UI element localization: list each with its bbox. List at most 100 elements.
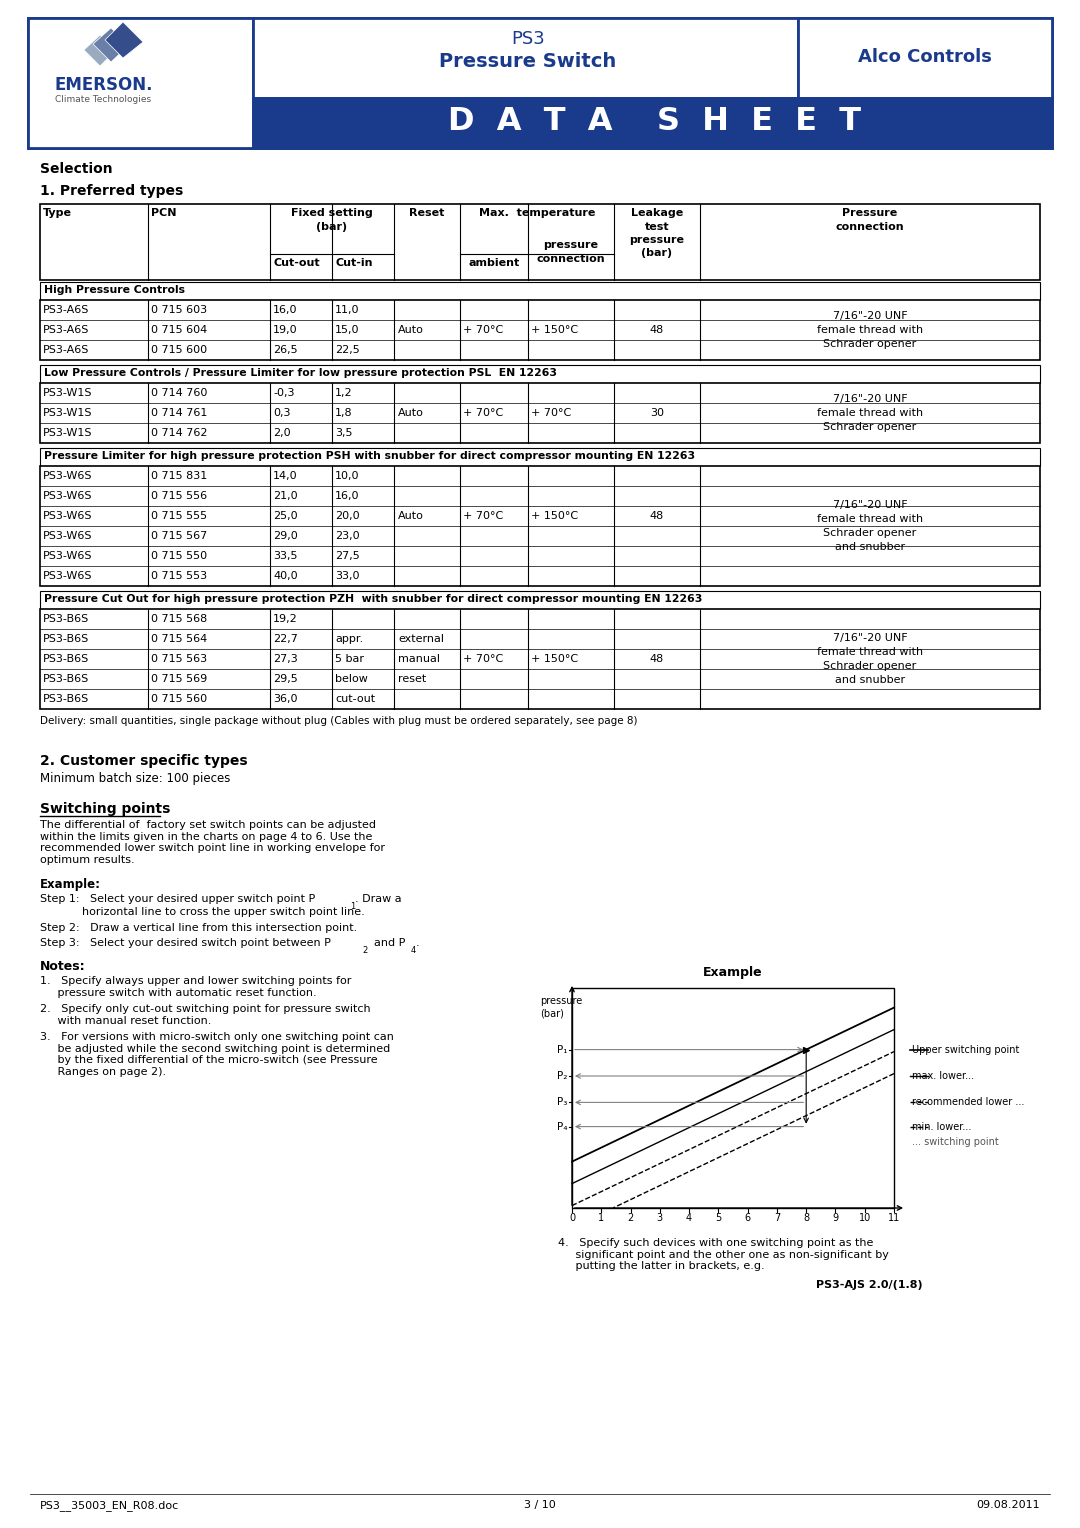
Bar — [572, 989, 894, 1209]
Text: 11,0: 11,0 — [335, 306, 360, 315]
Text: + 150°C: + 150°C — [531, 325, 578, 335]
Text: PS3-W1S: PS3-W1S — [43, 428, 93, 439]
Text: 7/16"-20 UNF: 7/16"-20 UNF — [833, 394, 907, 403]
Text: 0 715 553: 0 715 553 — [151, 571, 207, 581]
Text: 0 715 560: 0 715 560 — [151, 694, 207, 704]
Text: 29,0: 29,0 — [273, 532, 298, 541]
Text: 3: 3 — [657, 1213, 663, 1222]
Text: 0 715 603: 0 715 603 — [151, 306, 207, 315]
Text: + 150°C: + 150°C — [531, 654, 578, 665]
Text: 0: 0 — [569, 1213, 575, 1222]
Text: female thread with: female thread with — [816, 325, 923, 335]
Text: + 70°C: + 70°C — [463, 325, 503, 335]
Text: Delivery: small quantities, single package without plug (Cables with plug must b: Delivery: small quantities, single packa… — [40, 717, 637, 726]
Text: 22,5: 22,5 — [335, 345, 360, 354]
Text: 11: 11 — [888, 1213, 900, 1222]
Text: P₃: P₃ — [556, 1097, 567, 1108]
Text: and snubber: and snubber — [835, 675, 905, 685]
Text: 1. Preferred types: 1. Preferred types — [40, 183, 184, 199]
Text: PS3-A6S: PS3-A6S — [43, 325, 90, 335]
Text: 0 715 555: 0 715 555 — [151, 510, 207, 521]
Bar — [40, 299, 1040, 361]
Text: + 70°C: + 70°C — [531, 408, 571, 419]
Text: PS3: PS3 — [511, 31, 545, 47]
Text: 0 715 567: 0 715 567 — [151, 532, 207, 541]
Text: PS3-W6S: PS3-W6S — [43, 471, 93, 481]
Text: -0,3: -0,3 — [273, 388, 295, 397]
Text: 6: 6 — [744, 1213, 751, 1222]
Text: 30: 30 — [650, 408, 664, 419]
Text: 09.08.2011: 09.08.2011 — [976, 1500, 1040, 1510]
Bar — [40, 610, 1040, 709]
Text: + 70°C: + 70°C — [463, 408, 503, 419]
Text: . Draw a: . Draw a — [355, 894, 402, 905]
Text: connection: connection — [537, 254, 605, 264]
Text: Leakage: Leakage — [631, 208, 684, 219]
Text: PS3-W6S: PS3-W6S — [43, 490, 93, 501]
Text: 0 715 568: 0 715 568 — [151, 614, 207, 623]
Text: 7/16"-20 UNF: 7/16"-20 UNF — [833, 500, 907, 510]
Text: female thread with: female thread with — [816, 513, 923, 524]
Text: Climate Technologies: Climate Technologies — [55, 95, 151, 104]
Text: 19,0: 19,0 — [273, 325, 298, 335]
Text: Cut-in: Cut-in — [335, 258, 373, 267]
Text: 0 714 762: 0 714 762 — [151, 428, 207, 439]
Text: 1.   Specify always upper and lower switching points for
     pressure switch wi: 1. Specify always upper and lower switch… — [40, 976, 351, 998]
Text: manual: manual — [399, 654, 440, 665]
Text: external: external — [399, 634, 444, 643]
Text: 2: 2 — [362, 946, 367, 955]
Text: P₂: P₂ — [556, 1071, 567, 1080]
Text: max. lower...: max. lower... — [912, 1071, 974, 1080]
Text: test: test — [645, 222, 670, 232]
Text: Pressure: Pressure — [842, 208, 897, 219]
Text: PS3-W6S: PS3-W6S — [43, 571, 93, 581]
Text: 16,0: 16,0 — [335, 490, 360, 501]
Text: 26,5: 26,5 — [273, 345, 298, 354]
Text: ambient: ambient — [469, 258, 519, 267]
Text: PS3-W6S: PS3-W6S — [43, 552, 93, 561]
Text: female thread with: female thread with — [816, 646, 923, 657]
Text: 21,0: 21,0 — [273, 490, 298, 501]
Text: ... switching point: ... switching point — [912, 1137, 999, 1146]
Text: 2. Customer specific types: 2. Customer specific types — [40, 753, 247, 769]
Text: 33,0: 33,0 — [335, 571, 360, 581]
Text: below: below — [335, 674, 368, 685]
Text: 1: 1 — [350, 902, 355, 911]
Text: EMERSON.: EMERSON. — [55, 76, 153, 95]
Text: 36,0: 36,0 — [273, 694, 297, 704]
Text: Example:: Example: — [40, 879, 102, 891]
Text: 15,0: 15,0 — [335, 325, 360, 335]
Bar — [28, 18, 1052, 148]
Text: P₄: P₄ — [556, 1122, 567, 1132]
Text: and P: and P — [367, 938, 405, 947]
Text: PS3-W1S: PS3-W1S — [43, 408, 93, 419]
Text: PS3-A6S: PS3-A6S — [43, 345, 90, 354]
Text: appr.: appr. — [335, 634, 363, 643]
Text: 22,7: 22,7 — [273, 634, 298, 643]
Text: 2: 2 — [627, 1213, 634, 1222]
Text: min. lower...: min. lower... — [912, 1122, 971, 1132]
Text: Step 3:   Select your desired switch point between P: Step 3: Select your desired switch point… — [40, 938, 330, 947]
Text: Schrader opener: Schrader opener — [823, 662, 917, 671]
Text: Step 2:   Draw a vertical line from this intersection point.: Step 2: Draw a vertical line from this i… — [40, 923, 357, 934]
Text: PS3-AJS 2.0/(1.8): PS3-AJS 2.0/(1.8) — [816, 1280, 922, 1290]
Text: 29,5: 29,5 — [273, 674, 298, 685]
Text: PS3__35003_EN_R08.doc: PS3__35003_EN_R08.doc — [40, 1500, 179, 1511]
Text: 0 715 563: 0 715 563 — [151, 654, 207, 665]
Text: PS3-B6S: PS3-B6S — [43, 634, 90, 643]
Text: horizontal line to cross the upper switch point line.: horizontal line to cross the upper switc… — [40, 908, 365, 917]
Text: + 70°C: + 70°C — [463, 510, 503, 521]
Polygon shape — [84, 35, 116, 66]
Text: 27,3: 27,3 — [273, 654, 298, 665]
Text: and snubber: and snubber — [835, 542, 905, 552]
Bar — [40, 466, 1040, 587]
Text: 0 714 761: 0 714 761 — [151, 408, 207, 419]
Text: PS3-W6S: PS3-W6S — [43, 510, 93, 521]
Text: Schrader opener: Schrader opener — [823, 529, 917, 538]
Bar — [40, 205, 1040, 280]
Text: PS3-W1S: PS3-W1S — [43, 388, 93, 397]
Text: 0,3: 0,3 — [273, 408, 291, 419]
Text: 19,2: 19,2 — [273, 614, 298, 623]
Text: + 70°C: + 70°C — [463, 654, 503, 665]
Text: 3.   For versions with micro-switch only one switching point can
     be adjuste: 3. For versions with micro-switch only o… — [40, 1031, 394, 1077]
